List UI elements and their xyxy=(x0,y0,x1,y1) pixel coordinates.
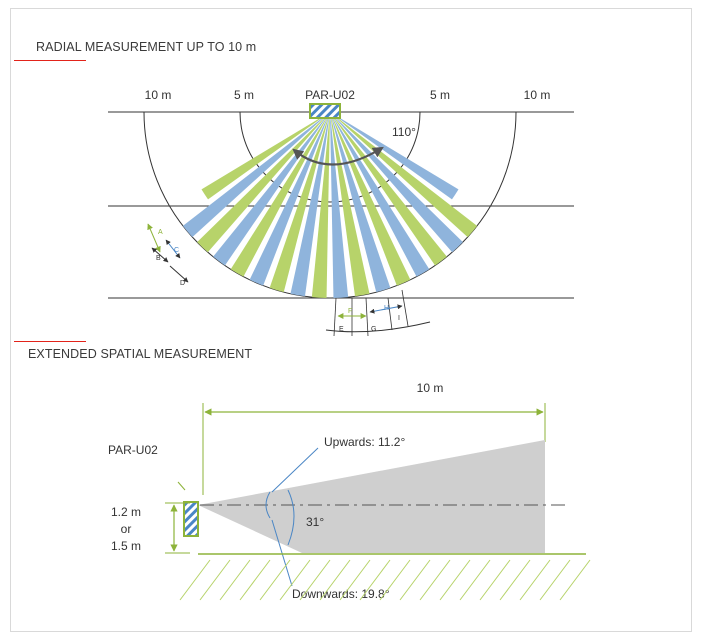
letter-I: I xyxy=(398,315,400,322)
ground-hatch-line xyxy=(219,559,251,601)
device-label: PAR-U02 xyxy=(305,88,355,102)
spatial-title-underline xyxy=(14,341,86,342)
height-line-3: 1.5 m xyxy=(111,539,141,553)
ground-hatch-line xyxy=(379,559,411,601)
ground-hatch-line xyxy=(279,559,311,601)
dim-D xyxy=(169,265,189,283)
ground-hatch-line xyxy=(539,559,571,601)
downwards-label: Downwards: 19.8° xyxy=(292,587,390,601)
dim-H xyxy=(369,304,403,314)
detection-cone xyxy=(198,440,545,553)
detection-fan xyxy=(182,115,478,298)
ground-hatch-line xyxy=(479,559,511,601)
radial-diagram: 10 m 5 m PAR-U02 5 m 10 m 110° A B C D xyxy=(108,88,574,337)
angle-arc-inner xyxy=(265,491,271,519)
radial-title-underline xyxy=(14,60,86,61)
ground-hatching xyxy=(179,559,591,601)
dim-A xyxy=(147,223,161,253)
spatial-diagram: 10 m Upwards: 11.2° Downwards: 19.8° 31°… xyxy=(108,381,591,601)
spatial-section-title: EXTENDED SPATIAL MEASUREMENT xyxy=(28,347,253,361)
left-dimension-marks: A B C D xyxy=(147,223,189,287)
letter-A: A xyxy=(158,229,163,236)
ground-hatch-line xyxy=(259,559,291,601)
fan-wedge xyxy=(331,117,391,293)
bottom-dimension-marks: E F G H I xyxy=(325,289,431,337)
ground-hatch-line xyxy=(419,559,451,601)
fan-wedge xyxy=(330,117,349,298)
ground-hatch-line xyxy=(339,559,371,601)
angle-arrow xyxy=(292,146,384,166)
fan-wedge xyxy=(334,115,459,200)
fan-wedge xyxy=(334,115,478,238)
arc-5m xyxy=(239,111,421,203)
ground-hatch-line xyxy=(519,559,551,601)
fan-wedge xyxy=(201,115,326,200)
tick-3 xyxy=(365,297,369,337)
letter-E: E xyxy=(339,326,344,333)
ground-hatch-line xyxy=(299,559,331,601)
letter-B: B xyxy=(156,255,161,262)
upwards-leader xyxy=(271,447,319,493)
ground-hatch-line xyxy=(199,559,231,601)
letter-H: H xyxy=(384,305,389,312)
angle-label: 110° xyxy=(392,125,416,139)
ground-hatch-line xyxy=(399,559,431,601)
ground-hatch-line xyxy=(459,559,491,601)
letter-D: D xyxy=(180,280,185,287)
spatial-device-label: PAR-U02 xyxy=(108,443,158,457)
arc-10m xyxy=(143,111,517,299)
ground-hatch-line xyxy=(319,559,351,601)
label-5m-right: 5 m xyxy=(430,88,450,102)
dim-B xyxy=(151,247,169,263)
ground-hatch-line xyxy=(559,559,591,601)
label-5m-left: 5 m xyxy=(234,88,254,102)
letter-G: G xyxy=(371,326,376,333)
device-tick xyxy=(177,481,186,491)
label-10m-left: 10 m xyxy=(145,88,172,102)
tick-5 xyxy=(401,289,409,327)
tick-1 xyxy=(333,297,337,337)
dim-C xyxy=(165,239,181,259)
ground-hatch-line xyxy=(499,559,531,601)
letter-C: C xyxy=(174,247,179,254)
range-label: 10 m xyxy=(417,381,444,395)
fan-wedge xyxy=(182,115,326,238)
upwards-label: Upwards: 11.2° xyxy=(324,435,405,449)
label-10m-right: 10 m xyxy=(524,88,551,102)
angle-arc-outer xyxy=(287,489,295,546)
fan-wedge xyxy=(330,117,370,297)
letter-F: F xyxy=(348,308,352,315)
tick-4 xyxy=(387,297,393,331)
bottom-arc-dim xyxy=(325,321,431,333)
height-line-1: 1.2 m xyxy=(111,505,141,519)
total-angle-label: 31° xyxy=(306,515,324,529)
height-line-2: or xyxy=(121,522,132,536)
ground-hatch-line xyxy=(359,559,391,601)
device-sensor xyxy=(309,103,341,119)
ground-hatch-line xyxy=(179,559,211,601)
radial-section-title: RADIAL MEASUREMENT UP TO 10 m xyxy=(36,40,257,54)
downwards-leader xyxy=(271,519,293,587)
ground-hatch-line xyxy=(239,559,271,601)
ground-hatch-line xyxy=(439,559,471,601)
spatial-device-sensor xyxy=(183,501,199,537)
